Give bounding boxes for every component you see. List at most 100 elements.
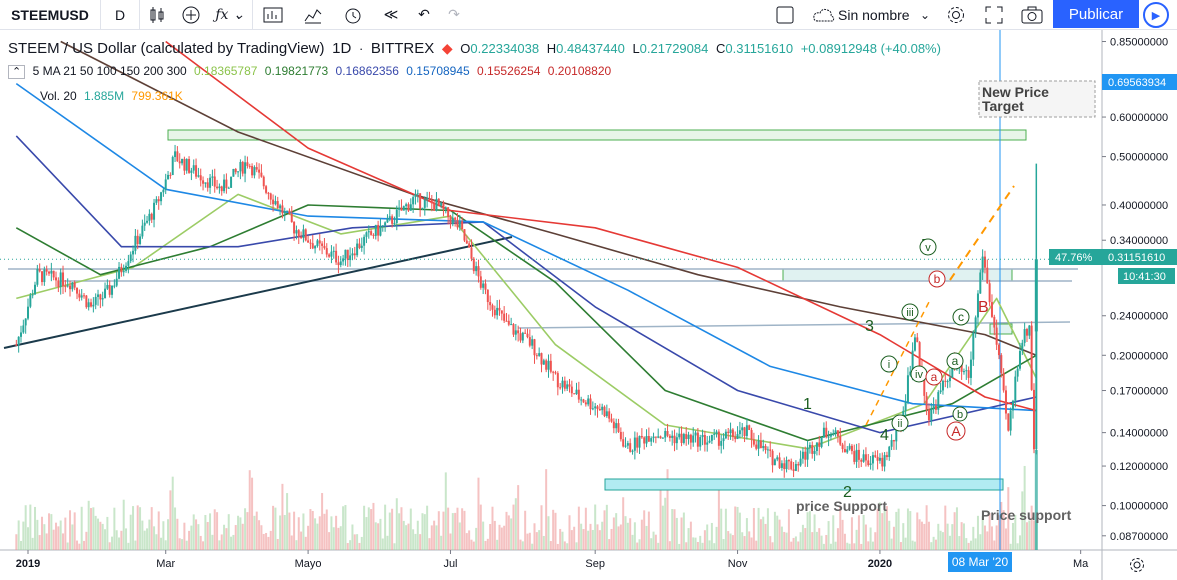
undo-icon[interactable]: ↶	[418, 6, 430, 22]
candle-body	[71, 282, 74, 290]
settings-gear-bottom-icon[interactable]	[1130, 558, 1144, 572]
volume-bar	[713, 543, 716, 550]
interval-button[interactable]: D	[114, 6, 126, 23]
layout-name-button[interactable]: Sin nombre	[838, 6, 910, 23]
volume-bar	[853, 543, 856, 550]
candle-body	[776, 457, 779, 460]
legend-flag-icon[interactable]: ◆	[441, 40, 453, 56]
candle-body	[510, 324, 513, 326]
candle	[526, 328, 529, 339]
candle-body	[666, 431, 669, 436]
candle-body	[589, 398, 592, 410]
support-zone[interactable]	[604, 478, 1004, 491]
trendline[interactable]	[3, 236, 513, 349]
volume-bar	[356, 534, 359, 550]
candle-body	[454, 217, 457, 220]
candle-body	[356, 243, 359, 256]
chevron-down-icon[interactable]: ⌄	[919, 7, 931, 22]
candle-body	[636, 437, 639, 448]
candle	[843, 440, 846, 453]
volume-bar	[440, 535, 443, 550]
new-price-target-box[interactable]	[978, 80, 1096, 118]
replay-icon[interactable]: ≪	[383, 6, 399, 22]
price-chart[interactable]: New Price Target price Support Price sup…	[0, 30, 1177, 580]
resistance-zone-small[interactable]	[989, 323, 1013, 335]
snapshot-camera-icon[interactable]	[1018, 0, 1046, 30]
candle-body	[517, 330, 520, 334]
time-axis[interactable]: 2019 Mar Mayo Jul Sep Nov 2020 Ma	[16, 550, 1089, 570]
ma-collapse-icon[interactable]: ⌃	[8, 65, 26, 79]
volume-bar	[1016, 543, 1019, 550]
publish-button[interactable]: Publicar	[1053, 0, 1139, 28]
candle-body	[778, 457, 781, 468]
alert-icon[interactable]	[333, 0, 373, 30]
candle	[38, 263, 41, 273]
volume-bar	[302, 513, 305, 550]
volume-bar	[752, 508, 755, 550]
candle	[787, 459, 790, 470]
candle	[773, 458, 776, 466]
candle-body	[244, 162, 247, 174]
volume-bar	[267, 536, 270, 550]
settings-gear-icon[interactable]	[942, 0, 970, 30]
candle	[654, 436, 657, 444]
candle	[83, 293, 86, 299]
candle	[890, 434, 893, 451]
candle	[752, 432, 755, 447]
volume-bar	[90, 508, 93, 550]
candle	[183, 156, 186, 176]
volume-bar	[794, 536, 797, 550]
candle-body	[363, 236, 366, 246]
candle-body	[127, 261, 130, 266]
candle	[283, 207, 286, 222]
projection-line-2[interactable]	[865, 299, 931, 426]
candle-body	[92, 304, 95, 307]
symbol-search-button[interactable]: STEEMUSD	[11, 6, 89, 23]
candle	[736, 426, 739, 440]
volume-bar	[958, 536, 961, 550]
candle-body	[626, 443, 629, 446]
wave-label-2: 2	[843, 484, 852, 501]
add-compare-icon[interactable]	[174, 0, 208, 30]
candle	[575, 382, 578, 395]
candle	[372, 233, 375, 239]
candle-body	[638, 435, 641, 448]
resistance-zone-top[interactable]	[167, 129, 1027, 141]
candle	[342, 254, 345, 266]
play-icon[interactable]: ▶	[1143, 2, 1169, 28]
candle-body	[584, 402, 587, 405]
candle	[491, 303, 494, 317]
target-projection-line[interactable]	[949, 185, 1015, 281]
price-axis[interactable]: 0.85000000 0.60000000 0.50000000 0.40000000…	[1102, 37, 1168, 543]
candle	[29, 293, 32, 309]
candle-body	[904, 401, 907, 411]
candle-body	[685, 434, 688, 439]
volume-bar	[80, 506, 83, 550]
candle	[356, 238, 359, 258]
candle	[745, 418, 748, 440]
redo-icon[interactable]: ↷	[448, 6, 460, 22]
indicators-icon[interactable]: ƒx ⌄	[215, 6, 245, 23]
candle	[934, 399, 937, 414]
candles-icon[interactable]	[140, 0, 174, 30]
candle	[71, 281, 74, 292]
x-tick-label: Mayo	[295, 558, 322, 570]
volume-bar	[885, 506, 888, 550]
volume-bar	[771, 542, 774, 550]
candle-body	[965, 370, 968, 372]
candle-body	[640, 435, 643, 438]
candle-body	[983, 256, 986, 268]
candle-body	[304, 229, 307, 241]
candle	[227, 186, 230, 189]
volume-bar	[162, 521, 165, 550]
candle-body	[974, 317, 977, 333]
templates-icon[interactable]	[253, 0, 293, 30]
ma-value-100: 0.15708945	[406, 64, 470, 78]
candle	[701, 429, 704, 446]
resistance-zone-mid[interactable]	[782, 268, 1013, 282]
volume-bar	[435, 525, 438, 550]
chart-properties-icon[interactable]	[293, 0, 333, 30]
candle	[965, 364, 968, 380]
layout-select-checkbox-icon[interactable]	[775, 0, 795, 30]
fullscreen-icon[interactable]	[980, 0, 1008, 30]
